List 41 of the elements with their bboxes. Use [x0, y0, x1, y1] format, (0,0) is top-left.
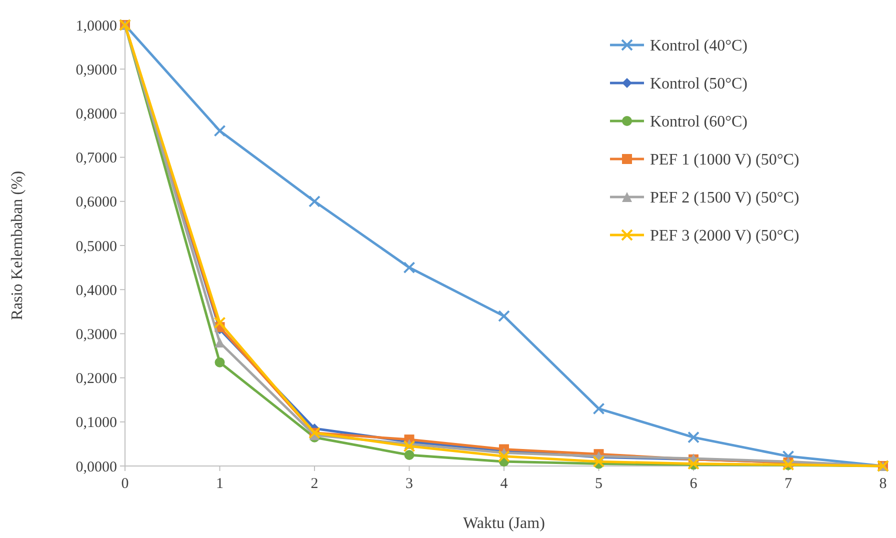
point — [592, 402, 605, 415]
x-tick-label: 2 — [310, 476, 318, 492]
point — [214, 124, 226, 137]
point — [308, 195, 320, 208]
point — [404, 450, 414, 460]
x-axis-title: Waktu (Jam) — [463, 515, 545, 532]
y-tick-label: 0,9000 — [76, 62, 117, 78]
point — [214, 338, 225, 348]
x-tick-label: 6 — [690, 476, 698, 492]
legend-label: PEF 2 (1500 V) (50°C) — [650, 190, 800, 207]
point — [498, 310, 510, 322]
x-tick-label: 7 — [784, 476, 792, 492]
y-tick-label: 1,0000 — [76, 18, 117, 34]
point — [403, 262, 416, 274]
y-tick-label: 0,5000 — [76, 238, 117, 255]
x-tick-label: 5 — [595, 476, 602, 492]
legend-label: PEF 1 (1000 V) (50°C) — [650, 152, 800, 169]
y-tick-label: 0,7000 — [76, 150, 117, 167]
x-tick-label: 3 — [406, 476, 413, 492]
y-tick-label: 0,4000 — [76, 282, 117, 299]
point — [214, 316, 226, 329]
point — [688, 431, 700, 444]
x-tick-label: 8 — [879, 476, 887, 492]
y-axis-title: Rasio Kelembaban (%) — [9, 170, 26, 320]
point — [592, 456, 605, 468]
legend-label: Kontrol (40°C) — [650, 38, 748, 55]
legend-label: PEF 3 (2000 V) (50°C) — [650, 228, 800, 245]
x-tick-label: 0 — [121, 476, 129, 492]
y-tick-label: 0,1000 — [76, 415, 117, 432]
legend-label: Kontrol (60°C) — [650, 114, 748, 131]
y-tick-label: 0,3000 — [76, 326, 117, 343]
y-tick-label: 0,2000 — [76, 371, 117, 388]
y-tick-label: 0,6000 — [76, 194, 117, 211]
legend-label: Kontrol (50°C) — [650, 76, 748, 93]
point — [403, 440, 416, 452]
y-tick-label: 0,8000 — [76, 106, 117, 122]
x-tick-label: 4 — [500, 476, 508, 492]
point — [498, 450, 510, 462]
point — [214, 357, 225, 368]
x-tick-label: 1 — [216, 476, 224, 492]
y-tick-label: 0,0000 — [76, 459, 117, 476]
